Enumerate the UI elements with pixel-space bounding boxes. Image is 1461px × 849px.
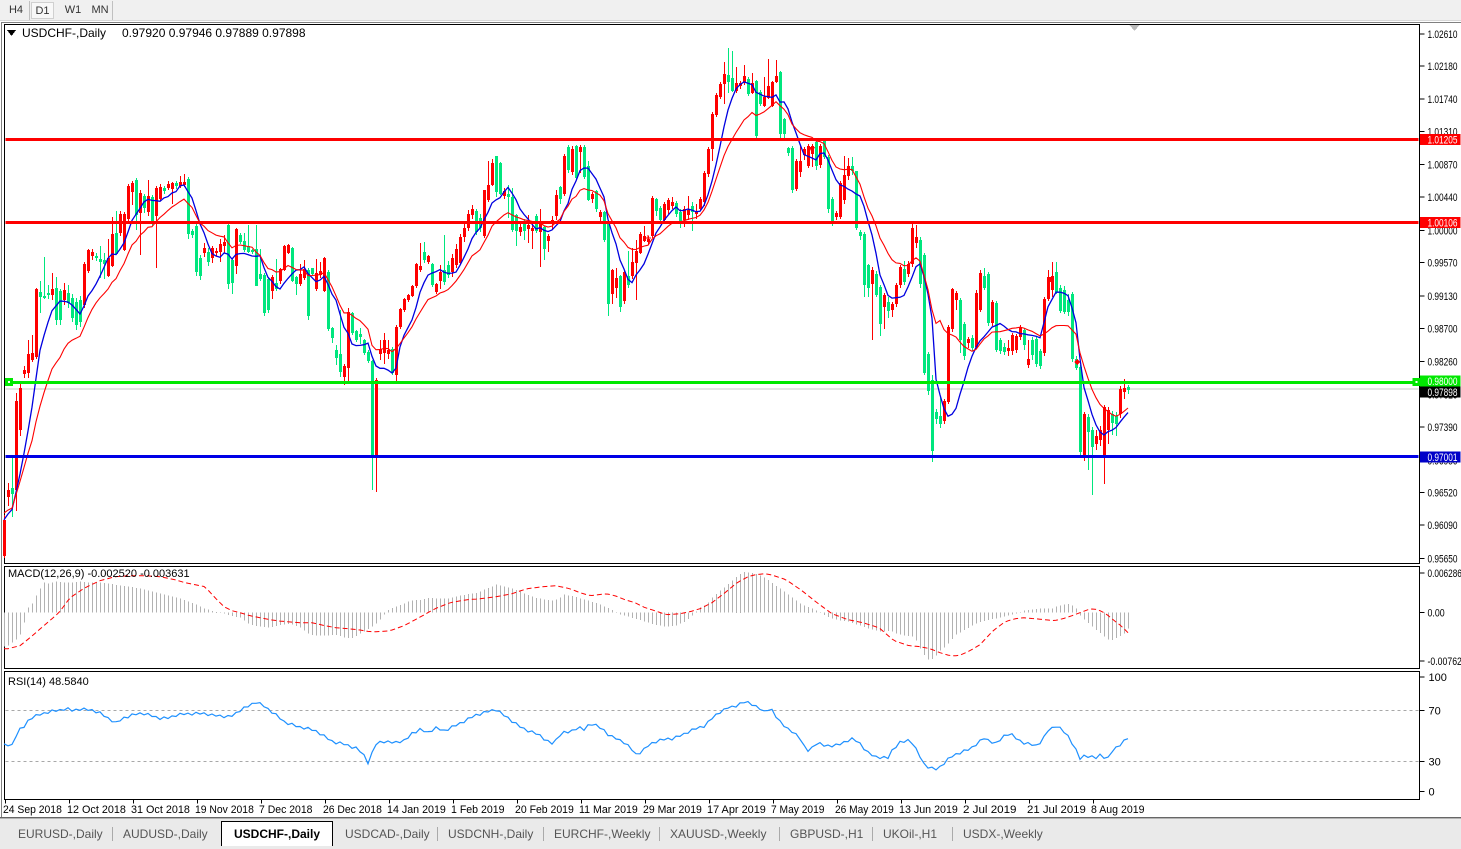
svg-text:29 Mar 2019: 29 Mar 2019 — [643, 804, 702, 816]
svg-text:0.96520: 0.96520 — [1428, 488, 1458, 500]
svg-text:USDCHF-,Daily: USDCHF-,Daily — [22, 26, 106, 40]
svg-text:RSI(14) 48.5840: RSI(14) 48.5840 — [8, 676, 89, 688]
svg-text:11 Mar 2019: 11 Mar 2019 — [579, 804, 638, 816]
svg-text:0.97920 0.97946 0.97889 0.9789: 0.97920 0.97946 0.97889 0.97898 — [122, 26, 306, 40]
svg-text:-0.00762: -0.00762 — [1428, 656, 1461, 668]
svg-text:12 Oct 2018: 12 Oct 2018 — [67, 804, 126, 816]
svg-text:14 Jan 2019: 14 Jan 2019 — [387, 804, 446, 816]
svg-text:19 Nov 2018: 19 Nov 2018 — [195, 804, 254, 816]
svg-text:0.99570: 0.99570 — [1428, 258, 1458, 270]
svg-text:1.01740: 1.01740 — [1428, 94, 1458, 106]
svg-text:1.02610: 1.02610 — [1428, 29, 1458, 41]
svg-text:1.00000: 1.00000 — [1428, 225, 1458, 237]
svg-text:26 Dec 2018: 26 Dec 2018 — [323, 804, 382, 816]
svg-text:0.97001: 0.97001 — [1428, 452, 1458, 464]
svg-text:21 Jul 2019: 21 Jul 2019 — [1027, 804, 1086, 816]
svg-text:0.99130: 0.99130 — [1428, 291, 1458, 303]
svg-text:70: 70 — [1429, 705, 1441, 717]
svg-text:17 Apr 2019: 17 Apr 2019 — [707, 804, 766, 816]
svg-text:1 Feb 2019: 1 Feb 2019 — [451, 804, 505, 816]
svg-text:0: 0 — [1429, 786, 1435, 798]
svg-text:0.98000: 0.98000 — [1428, 376, 1458, 388]
svg-text:1.00440: 1.00440 — [1428, 192, 1458, 204]
svg-text:0.00: 0.00 — [1428, 608, 1445, 620]
svg-text:0.97390: 0.97390 — [1428, 422, 1458, 434]
svg-text:2 Jul 2019: 2 Jul 2019 — [963, 804, 1017, 816]
svg-text:7 Dec 2018: 7 Dec 2018 — [259, 804, 313, 816]
svg-text:100: 100 — [1429, 672, 1447, 684]
svg-text:13 Jun 2019: 13 Jun 2019 — [899, 804, 958, 816]
svg-text:20 Feb 2019: 20 Feb 2019 — [515, 804, 574, 816]
svg-text:MACD(12,26,9) -0.002520 -0.003: MACD(12,26,9) -0.002520 -0.003631 — [8, 568, 190, 580]
svg-text:0.97898: 0.97898 — [1428, 387, 1458, 399]
svg-text:0.95650: 0.95650 — [1428, 553, 1458, 565]
svg-text:1.00870: 1.00870 — [1428, 160, 1458, 172]
svg-text:0.006286: 0.006286 — [1428, 568, 1461, 580]
svg-text:31 Oct 2018: 31 Oct 2018 — [131, 804, 190, 816]
svg-text:0.96090: 0.96090 — [1428, 520, 1458, 532]
svg-text:0.98700: 0.98700 — [1428, 323, 1458, 335]
svg-text:1.01205: 1.01205 — [1428, 134, 1458, 146]
svg-text:1.00106: 1.00106 — [1428, 217, 1458, 229]
svg-text:24 Sep 2018: 24 Sep 2018 — [3, 804, 62, 816]
svg-text:7 May 2019: 7 May 2019 — [771, 804, 825, 816]
svg-text:30: 30 — [1429, 757, 1441, 769]
svg-text:8 Aug 2019: 8 Aug 2019 — [1091, 804, 1145, 816]
svg-text:1.02180: 1.02180 — [1428, 61, 1458, 73]
svg-text:26 May 2019: 26 May 2019 — [835, 804, 894, 816]
svg-text:0.98260: 0.98260 — [1428, 357, 1458, 369]
